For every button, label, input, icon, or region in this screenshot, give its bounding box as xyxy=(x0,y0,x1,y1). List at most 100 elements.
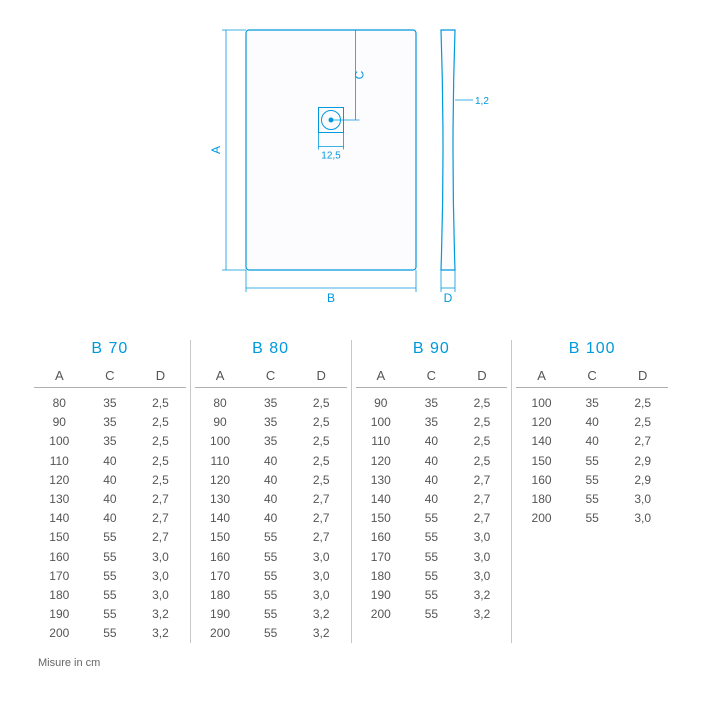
table-cell: 40 xyxy=(245,471,296,490)
table-cell: 100 xyxy=(516,394,567,413)
table-cell: 190 xyxy=(34,605,85,624)
table-cell: 55 xyxy=(406,567,457,586)
column-header: A xyxy=(195,368,246,383)
table-cell: 150 xyxy=(516,452,567,471)
table-cell: 55 xyxy=(85,605,136,624)
table-row: 90352,5 xyxy=(34,413,186,432)
table-row: 160552,9 xyxy=(516,471,668,490)
table-cell: 40 xyxy=(406,452,457,471)
table-cell: 3,0 xyxy=(296,548,347,567)
table-cell: 55 xyxy=(245,605,296,624)
table-cell: 55 xyxy=(85,624,136,643)
table-cell: 120 xyxy=(516,413,567,432)
table-cell: 55 xyxy=(406,509,457,528)
table-cell: 40 xyxy=(567,432,618,451)
table-cell: 140 xyxy=(34,509,85,528)
column-header: A xyxy=(34,368,85,383)
table-cell: 80 xyxy=(34,394,85,413)
table-row: 120402,5 xyxy=(516,413,668,432)
svg-text:A: A xyxy=(209,146,223,154)
table-cell: 55 xyxy=(85,528,136,547)
table-cell: 35 xyxy=(85,394,136,413)
table-cell: 2,5 xyxy=(135,413,186,432)
table-row: 190553,2 xyxy=(34,605,186,624)
column-header: A xyxy=(516,368,567,383)
table-cell: 2,5 xyxy=(457,452,508,471)
table-cell: 35 xyxy=(406,413,457,432)
table-cell: 55 xyxy=(567,471,618,490)
table-row: 130402,7 xyxy=(356,471,508,490)
table-row: 130402,7 xyxy=(34,490,186,509)
table-cell: 55 xyxy=(567,509,618,528)
table-cell: 3,2 xyxy=(135,624,186,643)
table-cell: 2,7 xyxy=(296,509,347,528)
table-row: 170553,0 xyxy=(34,567,186,586)
table-cell: 3,2 xyxy=(296,605,347,624)
table-cell: 130 xyxy=(34,490,85,509)
table-row: 160553,0 xyxy=(195,548,347,567)
table-cell: 3,2 xyxy=(135,605,186,624)
table-row: 110402,5 xyxy=(34,452,186,471)
table-row: 90352,5 xyxy=(356,394,508,413)
column-header: D xyxy=(296,368,347,383)
table-cell: 130 xyxy=(356,471,407,490)
table-cell: 2,5 xyxy=(296,471,347,490)
table-row: 190553,2 xyxy=(356,586,508,605)
table-row: 150552,7 xyxy=(195,528,347,547)
table-cell: 40 xyxy=(567,413,618,432)
table-cell: 35 xyxy=(245,413,296,432)
size-table: B 70ACD80352,590352,5100352,5110402,5120… xyxy=(30,340,190,643)
table-cell: 200 xyxy=(516,509,567,528)
column-header: A xyxy=(356,368,407,383)
svg-text:C: C xyxy=(353,70,367,79)
table-cell: 55 xyxy=(85,586,136,605)
table-cell: 2,9 xyxy=(617,452,668,471)
table-cell: 180 xyxy=(195,586,246,605)
table-row: 150552,9 xyxy=(516,452,668,471)
table-row: 200553,2 xyxy=(356,605,508,624)
table-title: B 80 xyxy=(195,340,347,358)
table-cell: 2,5 xyxy=(296,432,347,451)
table-cell: 55 xyxy=(85,567,136,586)
table-row: 100352,5 xyxy=(195,432,347,451)
table-cell: 110 xyxy=(34,452,85,471)
table-cell: 2,7 xyxy=(617,432,668,451)
table-cell: 2,7 xyxy=(457,509,508,528)
table-cell: 40 xyxy=(406,432,457,451)
table-cell: 170 xyxy=(356,548,407,567)
table-cell: 55 xyxy=(406,548,457,567)
table-cell: 170 xyxy=(195,567,246,586)
table-cell: 150 xyxy=(356,509,407,528)
table-row: 150552,7 xyxy=(356,509,508,528)
table-cell: 2,5 xyxy=(135,432,186,451)
table-cell: 3,0 xyxy=(457,548,508,567)
table-row: 160553,0 xyxy=(356,528,508,547)
table-row: 80352,5 xyxy=(195,394,347,413)
table-cell: 2,5 xyxy=(457,394,508,413)
table-cell: 200 xyxy=(195,624,246,643)
table-cell: 150 xyxy=(34,528,85,547)
table-cell: 100 xyxy=(195,432,246,451)
table-cell: 3,0 xyxy=(457,567,508,586)
table-row: 90352,5 xyxy=(195,413,347,432)
table-cell: 55 xyxy=(406,605,457,624)
table-row: 180553,0 xyxy=(34,586,186,605)
table-cell: 40 xyxy=(85,490,136,509)
table-cell: 55 xyxy=(245,624,296,643)
table-cell: 35 xyxy=(567,394,618,413)
table-cell: 55 xyxy=(567,490,618,509)
column-headers: ACD xyxy=(356,368,508,388)
svg-text:D: D xyxy=(444,291,453,305)
table-cell: 3,2 xyxy=(296,624,347,643)
table-cell: 100 xyxy=(34,432,85,451)
table-row: 200553,2 xyxy=(195,624,347,643)
table-cell: 55 xyxy=(245,528,296,547)
table-cell: 2,5 xyxy=(135,394,186,413)
column-header: D xyxy=(617,368,668,383)
column-header: C xyxy=(567,368,618,383)
column-headers: ACD xyxy=(34,368,186,388)
table-title: B 90 xyxy=(356,340,508,358)
table-cell: 2,7 xyxy=(296,490,347,509)
table-cell: 130 xyxy=(195,490,246,509)
table-cell: 3,0 xyxy=(296,567,347,586)
